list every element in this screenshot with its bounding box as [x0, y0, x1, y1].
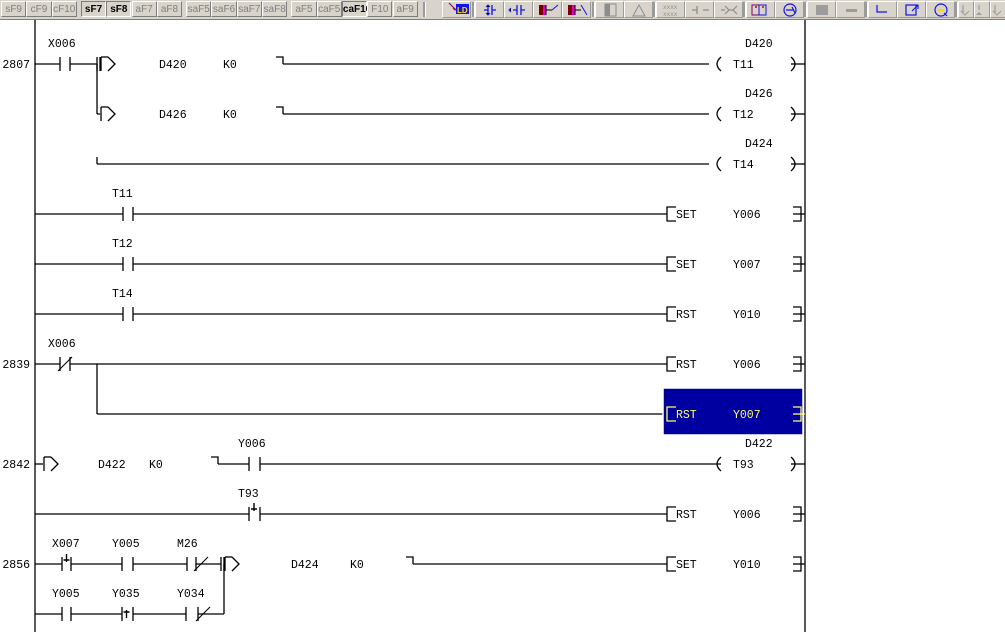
svg-text:Y010: Y010 — [733, 559, 761, 572]
svg-text:Y010: Y010 — [733, 309, 761, 322]
svg-text:RST: RST — [676, 509, 697, 522]
svg-text:T11: T11 — [733, 59, 754, 72]
svg-text:K0: K0 — [223, 59, 237, 72]
svg-text:RST: RST — [676, 309, 697, 322]
svg-text:X006: X006 — [48, 38, 76, 51]
svg-text:LD: LD — [457, 6, 468, 15]
svg-text:2856: 2856 — [2, 559, 30, 572]
svg-text:D426: D426 — [745, 88, 773, 101]
svg-text:2807: 2807 — [2, 59, 30, 72]
svg-text:T12: T12 — [733, 109, 754, 122]
svg-text:K0: K0 — [350, 559, 364, 572]
svg-text:xxxx: xxxx — [663, 4, 678, 11]
svg-text:D426: D426 — [159, 109, 187, 122]
svg-text:Y005: Y005 — [52, 588, 80, 601]
svg-text:K0: K0 — [149, 459, 163, 472]
svg-text:2839: 2839 — [2, 359, 30, 372]
svg-text:X006: X006 — [48, 338, 76, 351]
svg-text:2842: 2842 — [2, 459, 30, 472]
svg-text:D424: D424 — [745, 138, 773, 151]
svg-text:Y007: Y007 — [733, 259, 761, 272]
svg-text:Y006: Y006 — [733, 509, 761, 522]
svg-text:SET: SET — [676, 559, 697, 572]
svg-text:X007: X007 — [52, 538, 80, 551]
svg-text:T14: T14 — [733, 159, 754, 172]
svg-text:Y035: Y035 — [112, 588, 140, 601]
svg-text:T93: T93 — [733, 459, 754, 472]
svg-text:D422: D422 — [745, 438, 773, 451]
svg-text:D422: D422 — [98, 459, 126, 472]
svg-text:D420: D420 — [745, 38, 773, 51]
svg-text:M26: M26 — [177, 538, 198, 551]
svg-text:K0: K0 — [223, 109, 237, 122]
svg-text:Y006: Y006 — [238, 438, 266, 451]
svg-text:Y007: Y007 — [733, 409, 761, 422]
svg-text:Y034: Y034 — [177, 588, 205, 601]
svg-text:RST: RST — [676, 409, 697, 422]
svg-text:RST: RST — [676, 359, 697, 372]
svg-text:xxxx: xxxx — [663, 11, 678, 18]
svg-text:SET: SET — [676, 209, 697, 222]
svg-text:T14: T14 — [112, 288, 133, 301]
svg-text:T11: T11 — [112, 188, 133, 201]
svg-text:Y006: Y006 — [733, 359, 761, 372]
svg-text:Y005: Y005 — [112, 538, 140, 551]
svg-text:T93: T93 — [238, 488, 259, 501]
svg-text:D424: D424 — [291, 559, 319, 572]
svg-text:SET: SET — [676, 259, 697, 272]
svg-text:Y006: Y006 — [733, 209, 761, 222]
svg-text:D420: D420 — [159, 59, 187, 72]
svg-text:T12: T12 — [112, 238, 133, 251]
